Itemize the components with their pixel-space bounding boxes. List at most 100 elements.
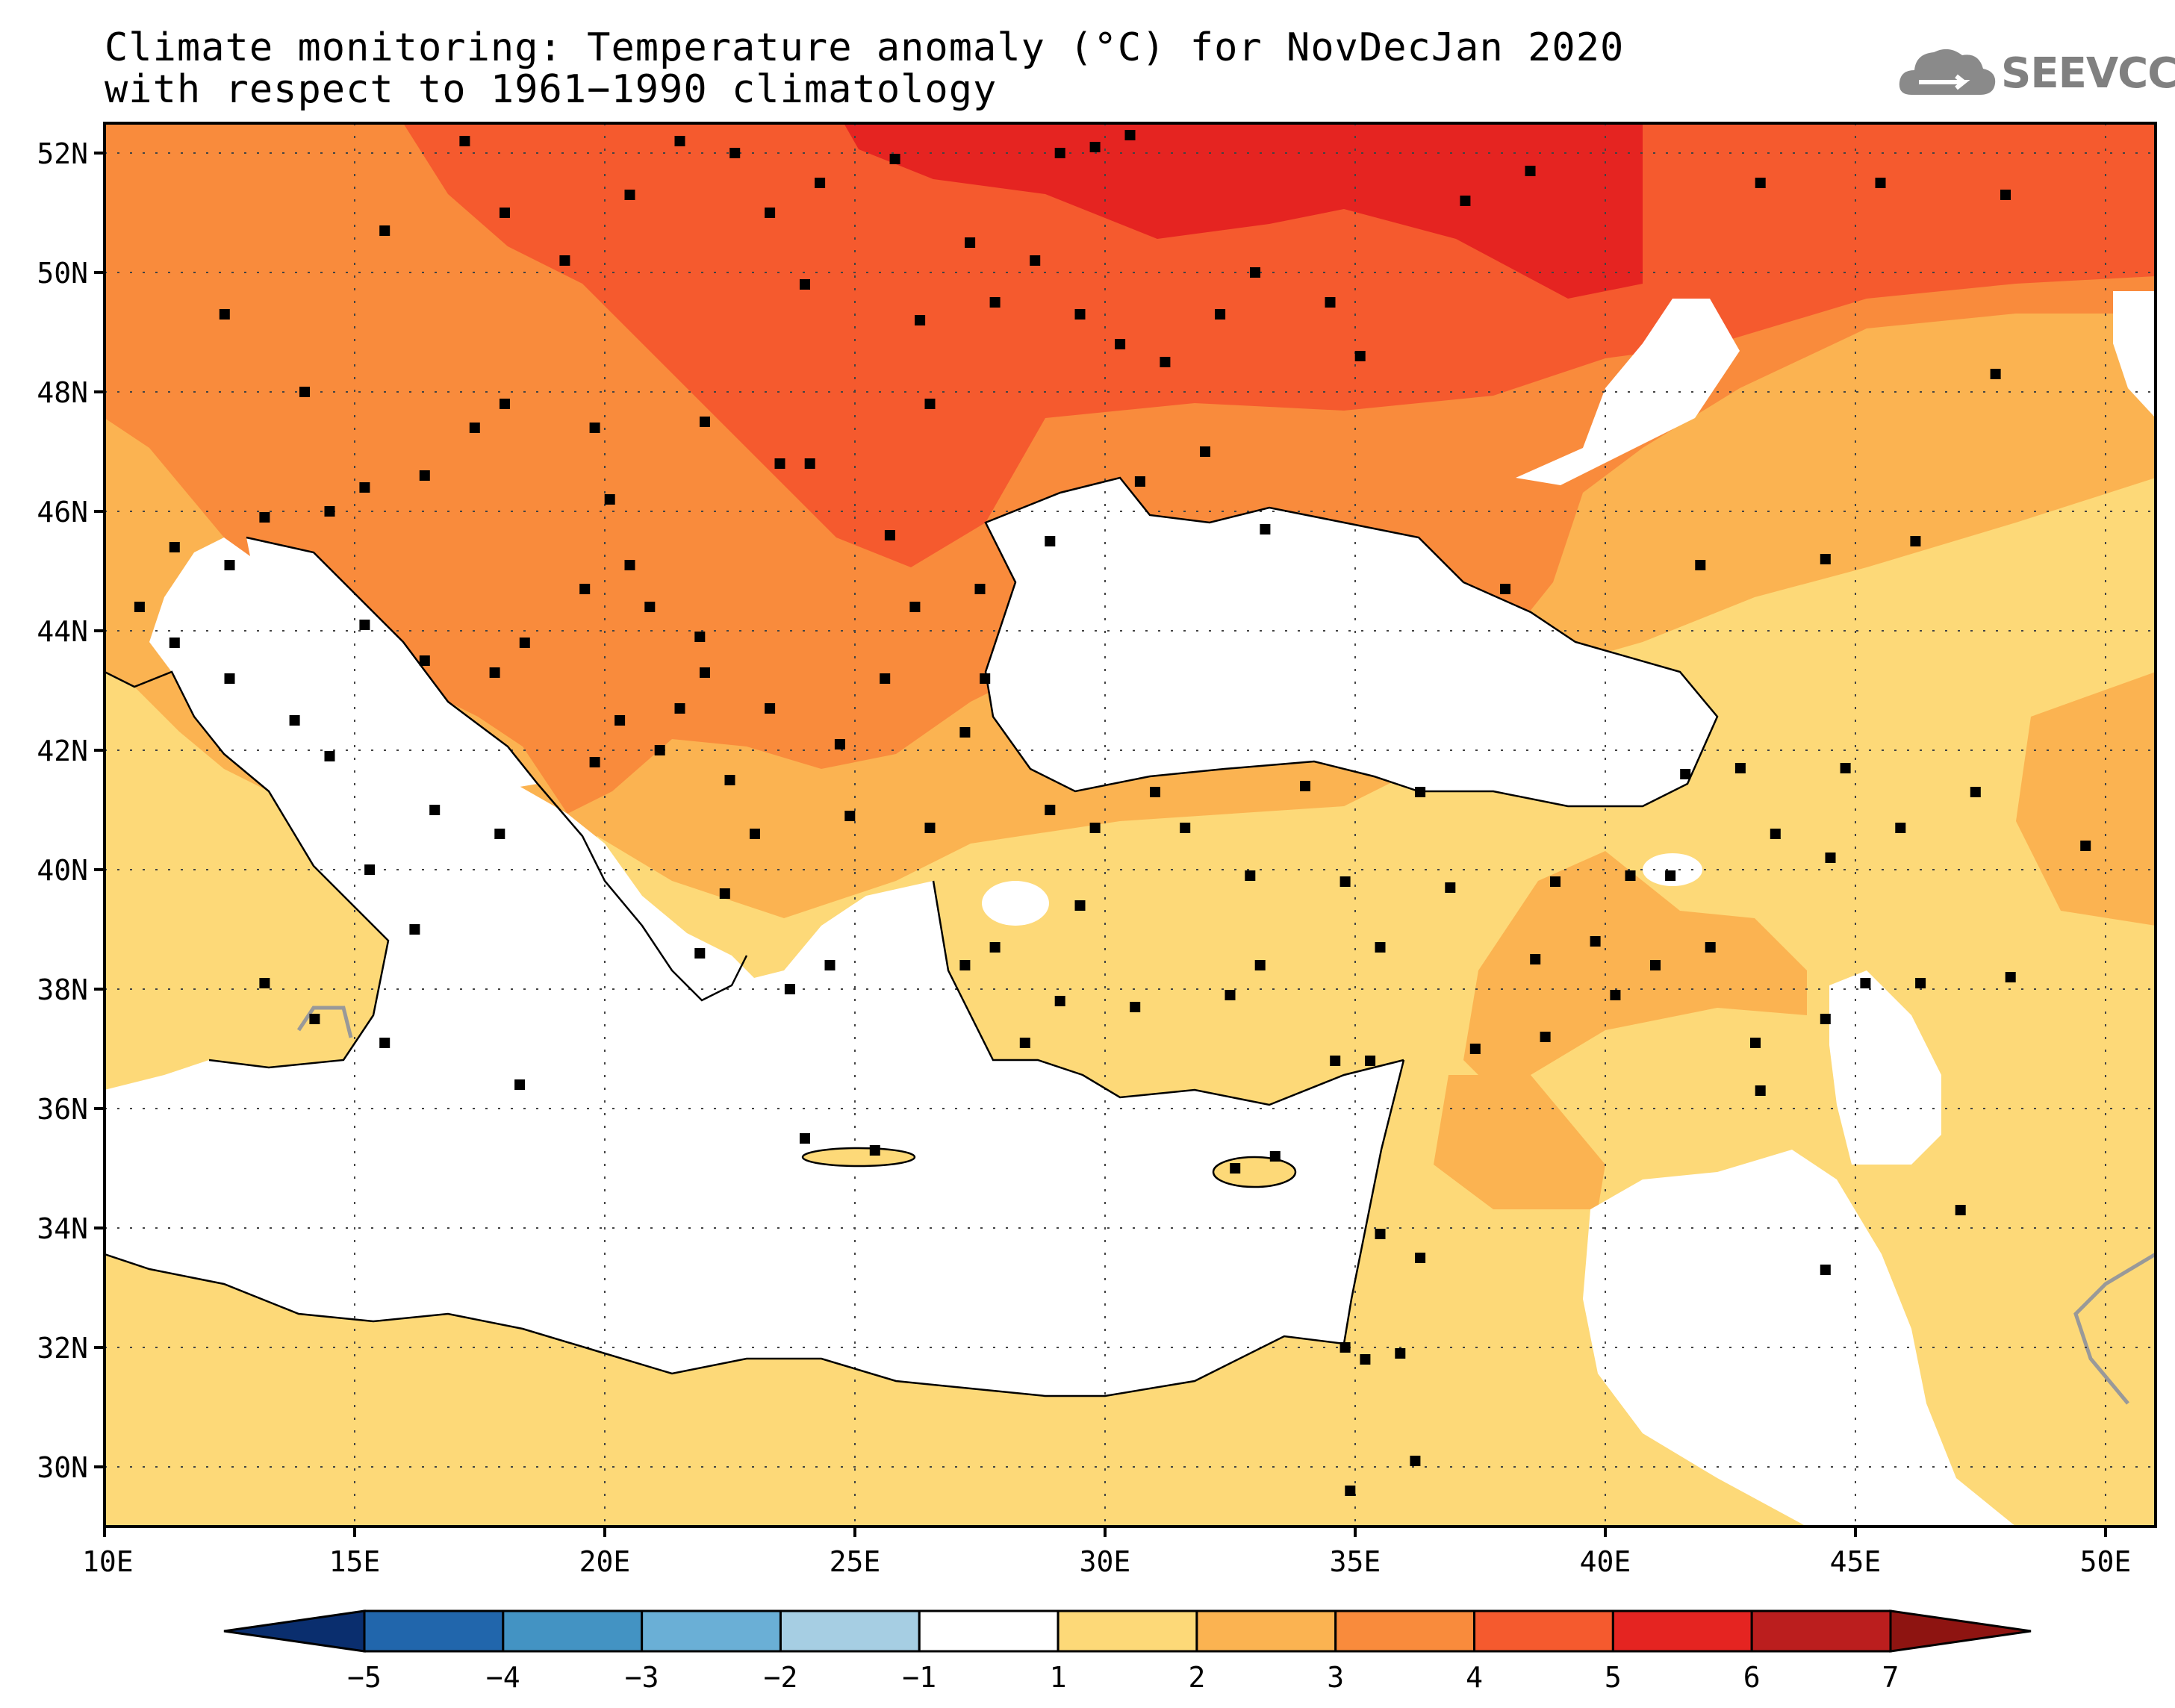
station-markers: [134, 130, 2091, 1496]
station-marker: [469, 423, 480, 433]
station-marker: [1540, 1032, 1551, 1042]
station-marker: [1254, 960, 1266, 970]
station-marker: [324, 506, 335, 517]
station-marker: [1410, 1456, 1421, 1466]
station-marker: [1360, 1354, 1371, 1365]
colorbar-segment: [363, 1609, 505, 1653]
map-frame: [103, 122, 2157, 1528]
y-tick-label: 40N: [37, 854, 88, 887]
station-marker: [1345, 1486, 1356, 1496]
station-marker: [1500, 584, 1510, 594]
colorbar-segment: [502, 1609, 644, 1653]
station-marker: [1375, 1229, 1386, 1239]
station-marker: [844, 811, 856, 821]
station-marker: [1820, 1265, 1831, 1275]
station-marker: [1970, 787, 1981, 797]
black-sea: [986, 478, 1717, 806]
station-marker: [359, 620, 370, 630]
station-marker: [1990, 369, 2001, 379]
crete: [801, 1147, 916, 1168]
anatolia-low-anomaly: [982, 881, 1049, 926]
station-marker: [1820, 554, 1831, 564]
x-tick-label: 30E: [1080, 1545, 1131, 1578]
station-marker: [1365, 1056, 1376, 1066]
map-title-line2: with respect to 1961−1990 climatology: [105, 67, 998, 112]
station-marker: [1825, 853, 1836, 863]
station-marker: [1089, 142, 1101, 152]
station-marker: [1665, 870, 1676, 881]
station-marker: [1915, 978, 1926, 988]
station-marker: [1200, 446, 1210, 457]
y-tick-label: 50N: [37, 257, 88, 290]
station-marker: [765, 703, 776, 714]
station-marker: [1770, 829, 1781, 839]
station-marker: [500, 399, 510, 409]
colorbar-label: 7: [1882, 1661, 1899, 1694]
colorbar-label: 3: [1327, 1661, 1344, 1694]
colorbar-label: 4: [1466, 1661, 1483, 1694]
station-marker: [1525, 166, 1536, 176]
station-marker: [1840, 763, 1851, 773]
station-marker: [1089, 823, 1101, 833]
y-tick-label: 30N: [37, 1451, 88, 1484]
station-marker: [1260, 524, 1271, 534]
x-tick-label: 50E: [2080, 1545, 2132, 1578]
station-marker: [1045, 805, 1056, 815]
axis-ticks: 10E 15E 20E 25E 30E 35E 40E 45E 50E 30N 32N 34N 36N 3…: [37, 137, 2131, 1578]
coastline-anatolia-south: [932, 880, 1404, 1106]
station-marker: [289, 715, 300, 726]
station-marker: [924, 823, 936, 833]
station-marker: [459, 136, 470, 146]
station-marker: [915, 315, 926, 325]
colorbar-segment: [779, 1609, 921, 1653]
station-marker: [1650, 960, 1661, 970]
station-marker: [169, 638, 180, 648]
station-marker: [1339, 876, 1351, 887]
station-marker: [834, 739, 845, 749]
anomaly-field-2-3-anatolia: [1463, 851, 1807, 1090]
station-marker: [974, 584, 986, 594]
anomaly-field-5-6: [844, 123, 1643, 299]
station-marker: [1755, 178, 1766, 188]
station-marker: [1750, 1038, 1761, 1048]
colorbar-segment: [918, 1609, 1060, 1653]
station-marker: [1395, 1348, 1406, 1359]
station-marker: [1955, 1205, 1966, 1215]
station-marker: [700, 417, 710, 427]
x-tick-label: 20E: [579, 1545, 631, 1578]
station-marker: [784, 984, 795, 994]
station-marker: [1895, 823, 1906, 833]
y-tick-label: 46N: [37, 496, 88, 529]
station-marker: [1705, 942, 1716, 953]
station-marker: [694, 948, 706, 959]
station-marker: [1415, 1253, 1426, 1263]
station-marker: [1230, 1163, 1241, 1174]
station-marker: [700, 667, 710, 678]
station-marker: [1124, 130, 1136, 140]
colorbar-segment: [1750, 1609, 1892, 1653]
colorbar-segment: [1057, 1609, 1198, 1653]
station-marker: [1180, 823, 1191, 833]
station-marker: [309, 1014, 320, 1024]
station-marker: [815, 178, 826, 188]
station-marker: [169, 542, 180, 552]
station-marker: [674, 136, 685, 146]
grid-lines: [105, 123, 2156, 1527]
station-marker: [1755, 1085, 1766, 1096]
station-marker: [1245, 870, 1256, 881]
coastline-balkans: [246, 536, 748, 1002]
station-marker: [614, 715, 626, 726]
x-tick-label: 45E: [1830, 1545, 1882, 1578]
colorbar-label: −2: [764, 1661, 798, 1694]
station-marker: [989, 297, 1001, 308]
station-marker: [2000, 190, 2011, 200]
x-tick-label: 10E: [82, 1545, 134, 1578]
station-marker: [1910, 536, 1921, 546]
station-marker: [409, 924, 420, 935]
station-marker: [500, 208, 510, 218]
station-marker: [259, 978, 270, 988]
station-marker: [1115, 339, 1126, 349]
station-marker: [750, 829, 760, 839]
station-marker: [1339, 1342, 1351, 1353]
